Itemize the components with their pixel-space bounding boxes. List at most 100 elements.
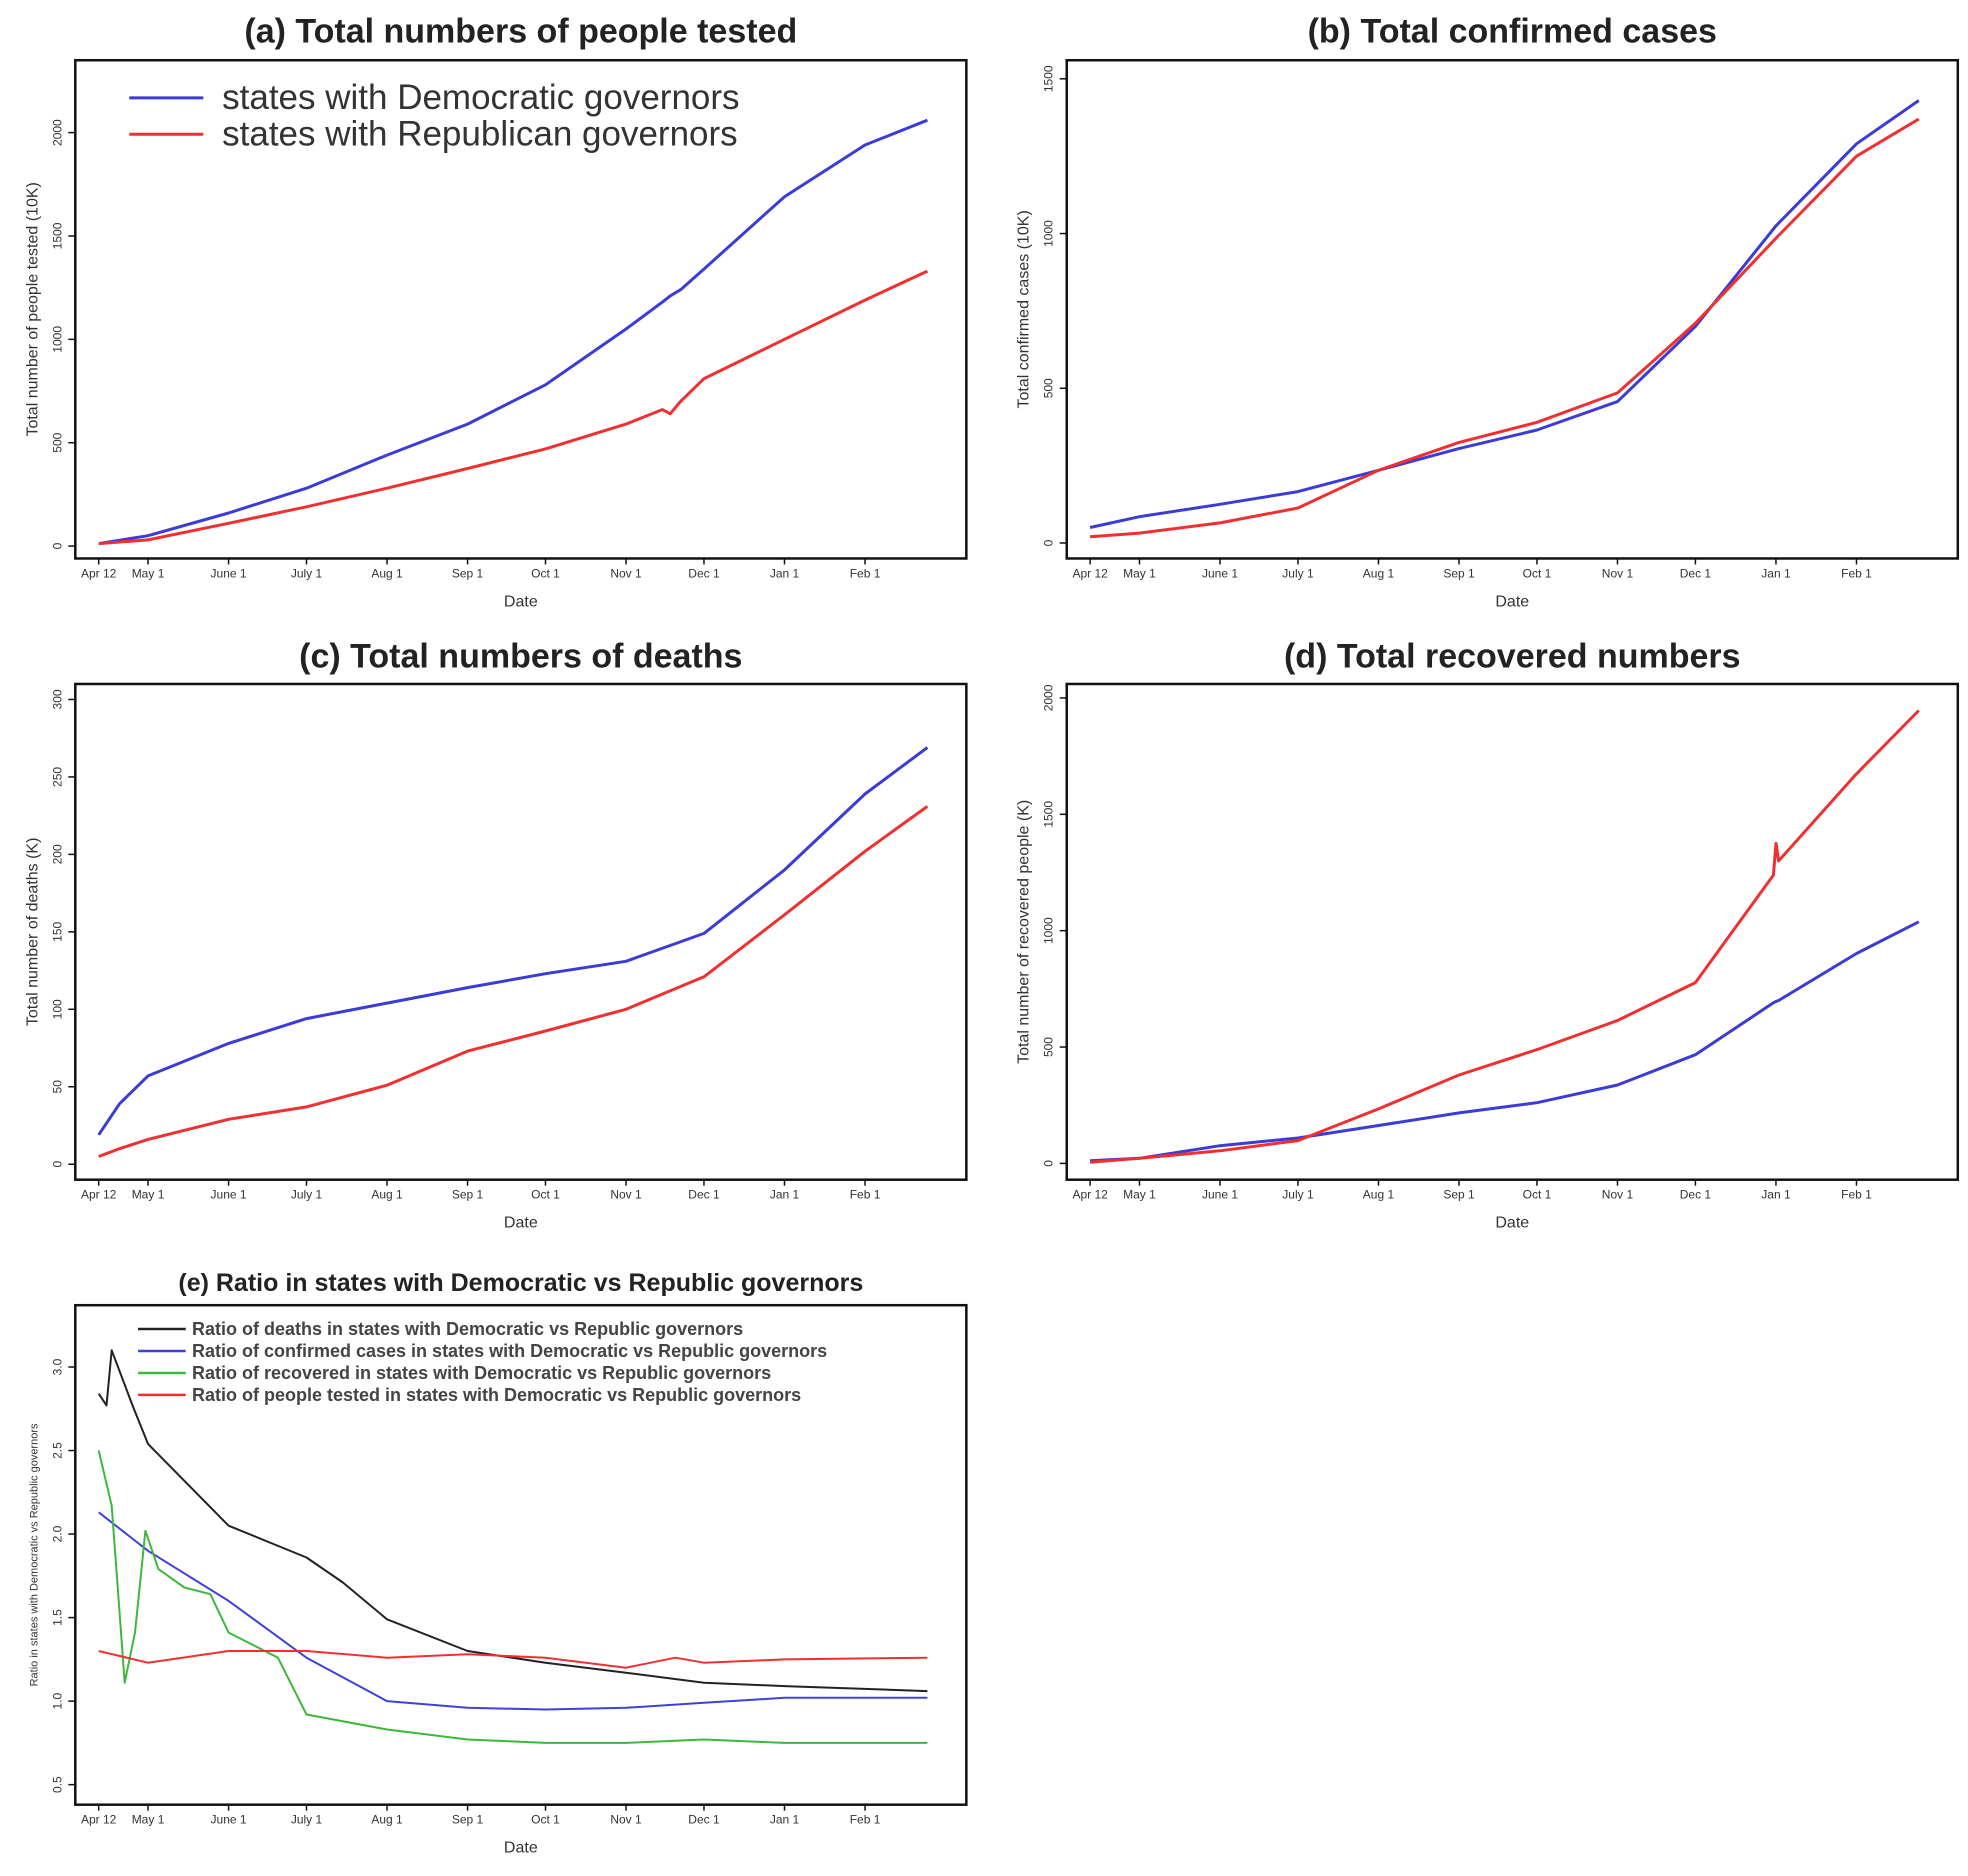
series-line-1 — [98, 269, 929, 546]
x-tick-label: Oct 1 — [531, 1813, 560, 1827]
x-tick-label: Dec 1 — [688, 566, 720, 580]
y-axis-label: Total number of deaths (K) — [24, 838, 41, 1027]
x-axis-label: Date — [504, 593, 538, 610]
x-tick-label: June 1 — [211, 1813, 247, 1827]
x-tick-label: June 1 — [1202, 566, 1238, 580]
y-tick-label: 500 — [1042, 1037, 1056, 1057]
y-tick-label: 1000 — [50, 326, 64, 353]
series-line-1 — [1089, 709, 1920, 1164]
x-tick-label: May 1 — [1123, 566, 1156, 580]
x-tick-label: July 1 — [291, 1813, 323, 1827]
series-line-1 — [98, 1511, 928, 1711]
x-tick-label: Apr 12 — [81, 1813, 117, 1827]
x-tick-label: Oct 1 — [531, 566, 560, 580]
x-tick-label: Jan 1 — [770, 1188, 800, 1202]
legend-label: states with Democratic governors — [222, 78, 739, 117]
x-tick-label: Sep 1 — [452, 1188, 484, 1202]
x-axis-label: Date — [504, 1215, 538, 1232]
x-tick-label: Sep 1 — [1443, 1188, 1475, 1202]
y-tick-label: 1.5 — [50, 1609, 64, 1626]
x-tick-label: Nov 1 — [610, 1813, 642, 1827]
plot-frame — [74, 58, 968, 560]
x-tick-label: Feb 1 — [1841, 566, 1872, 580]
y-tick-label: 250 — [50, 767, 64, 787]
x-tick-label: July 1 — [291, 1188, 323, 1202]
series-line-0 — [1090, 920, 1920, 1163]
x-tick-label: Dec 1 — [1680, 1188, 1712, 1202]
y-tick-label: 0.5 — [50, 1776, 64, 1793]
series-line-1 — [1089, 117, 1920, 539]
y-tick-label: 2.5 — [50, 1442, 64, 1459]
chart-title: (b) Total confirmed cases — [1308, 12, 1717, 50]
x-tick-label: Nov 1 — [610, 1188, 642, 1202]
y-tick-label: 0 — [50, 1161, 64, 1168]
y-tick-label: 1.0 — [50, 1692, 64, 1709]
y-tick-label: 0 — [50, 542, 64, 549]
y-tick-label: 2000 — [1042, 684, 1056, 711]
x-axis-label: Date — [504, 1840, 538, 1857]
x-axis-label: Date — [1495, 1215, 1529, 1232]
y-axis-label: Total number of recovered people (K) — [1016, 800, 1033, 1064]
x-tick-label: Jan 1 — [1761, 1188, 1791, 1202]
chart-title: (a) Total numbers of people tested — [244, 12, 797, 50]
x-tick-label: Sep 1 — [1443, 566, 1475, 580]
series-line-1 — [98, 805, 929, 1158]
plot-frame — [74, 682, 968, 1181]
panel-e: (e) Ratio in states with Democratic vs R… — [28, 1269, 968, 1857]
x-tick-label: Apr 12 — [81, 1188, 117, 1202]
y-tick-label: 50 — [50, 1080, 64, 1094]
x-tick-label: Dec 1 — [688, 1188, 720, 1202]
x-tick-label: Jan 1 — [770, 566, 800, 580]
series-line-0 — [97, 746, 929, 1136]
x-tick-label: May 1 — [132, 1188, 165, 1202]
y-tick-label: 0 — [1042, 1160, 1056, 1167]
y-tick-label: 1500 — [1042, 65, 1056, 92]
legend-label: Ratio of deaths in states with Democrati… — [192, 1319, 743, 1339]
x-tick-label: Feb 1 — [850, 566, 881, 580]
x-tick-label: Apr 12 — [1072, 566, 1108, 580]
panel-c: (c) Total numbers of deaths Apr 12 May 1 Ju… — [24, 637, 968, 1232]
x-tick-label: Dec 1 — [1680, 566, 1712, 580]
x-tick-label: Apr 12 — [81, 566, 117, 580]
x-tick-label: June 1 — [211, 566, 247, 580]
plot-frame — [1065, 58, 1960, 560]
series-line-3 — [98, 1650, 928, 1669]
x-tick-label: Oct 1 — [1523, 566, 1552, 580]
x-tick-label: Nov 1 — [610, 566, 642, 580]
x-tick-label: Aug 1 — [1363, 1188, 1395, 1202]
x-tick-label: May 1 — [132, 1813, 165, 1827]
y-tick-label: 2000 — [50, 119, 64, 146]
y-tick-label: 1000 — [1042, 917, 1056, 944]
x-tick-label: Nov 1 — [1602, 566, 1634, 580]
x-tick-label: July 1 — [291, 566, 323, 580]
panel-b: (b) Total confirmed cases Apr 12 May 1 June… — [1016, 12, 1960, 610]
x-tick-label: June 1 — [211, 1188, 247, 1202]
y-tick-label: 2.0 — [50, 1525, 64, 1542]
series-line-0 — [1089, 99, 1920, 529]
series-line-0 — [98, 118, 928, 546]
y-axis-label: Ratio in states with Democratic vs Repub… — [28, 1423, 40, 1686]
chart-title: (c) Total numbers of deaths — [299, 637, 742, 675]
x-tick-label: June 1 — [1202, 1188, 1238, 1202]
series-line-0 — [97, 1349, 928, 1693]
y-tick-label: 1500 — [50, 222, 64, 249]
x-tick-label: Apr 12 — [1072, 1188, 1108, 1202]
x-tick-label: Oct 1 — [1523, 1188, 1552, 1202]
y-tick-label: 100 — [50, 999, 64, 1019]
legend-label: Ratio of recovered in states with Democr… — [192, 1363, 771, 1383]
x-tick-label: Nov 1 — [1602, 1188, 1634, 1202]
y-axis-label: Total confirmed cases (10K) — [1016, 210, 1033, 408]
x-tick-label: Jan 1 — [770, 1813, 800, 1827]
y-axis-label: Total number of people tested (10K) — [24, 182, 41, 436]
x-tick-label: Aug 1 — [371, 566, 403, 580]
panel-d: (d) Total recovered numbers Apr 12 May 1 Ju… — [1016, 637, 1960, 1232]
y-tick-label: 300 — [50, 689, 64, 709]
chart-title: (e) Ratio in states with Democratic vs R… — [178, 1269, 863, 1297]
y-tick-label: 0 — [1042, 539, 1056, 546]
plot-frame — [1065, 682, 1960, 1181]
legend-label: Ratio of people tested in states with De… — [192, 1385, 801, 1405]
x-tick-label: Jan 1 — [1761, 566, 1791, 580]
y-tick-label: 200 — [50, 844, 64, 864]
x-tick-label: July 1 — [1282, 566, 1314, 580]
